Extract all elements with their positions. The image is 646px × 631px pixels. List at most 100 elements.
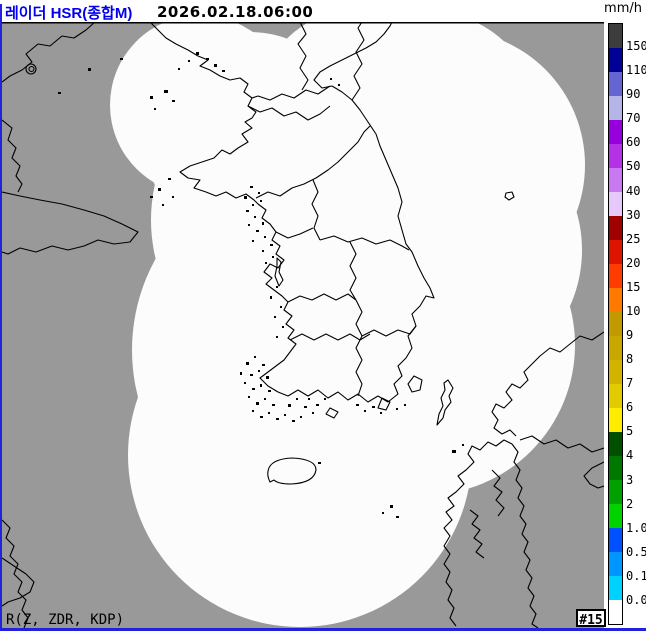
island-speck <box>462 444 464 446</box>
island-speck <box>288 404 291 407</box>
island-speck <box>390 505 393 508</box>
island-speck <box>252 240 254 242</box>
island-speck <box>268 390 271 392</box>
island-speck <box>246 362 249 365</box>
island-speck <box>280 306 282 308</box>
island-speck <box>372 406 375 408</box>
island-speck <box>338 84 340 86</box>
legend-label-6: 6 <box>626 400 634 415</box>
legend-segment-13 <box>609 336 622 360</box>
shikoku-coast <box>583 461 604 489</box>
legend-label-110: 110 <box>626 63 646 78</box>
seto-coast <box>519 435 604 453</box>
island-speck <box>356 404 359 406</box>
province-line-1 <box>311 179 321 241</box>
legend-segment-7 <box>609 192 622 216</box>
legend-segment-5 <box>609 144 622 168</box>
island-speck <box>250 186 253 188</box>
island-speck <box>276 336 278 338</box>
legend-segment-23 <box>609 576 622 600</box>
island-speck <box>268 412 270 414</box>
legend-label-9: 9 <box>626 328 634 343</box>
island-speck <box>308 398 310 400</box>
island-speck <box>258 192 260 194</box>
timestamp: 2026.02.18.06:00 <box>157 3 314 21</box>
island-speck <box>222 70 225 72</box>
island-speck <box>150 196 153 198</box>
ulleungdo-island <box>504 191 515 201</box>
frame-border-left <box>0 4 2 631</box>
island-speck <box>396 408 398 410</box>
island-speck <box>364 410 366 412</box>
island-speck <box>250 374 253 376</box>
frame-border-bottom <box>0 628 646 631</box>
island-speck <box>168 178 171 180</box>
island-speck <box>396 516 399 518</box>
jeju-island <box>267 457 317 485</box>
island-speck <box>404 404 406 406</box>
legend-label-3: 3 <box>626 472 634 487</box>
island-speck <box>252 388 255 390</box>
legend-label-4: 4 <box>626 448 634 463</box>
island-speck <box>260 200 262 202</box>
kyushu-west-coast <box>443 439 513 627</box>
legend-segment-11 <box>609 288 622 312</box>
island-speck <box>252 204 254 206</box>
unit-label: mm/h <box>604 1 642 16</box>
island-speck <box>264 236 266 238</box>
legend-segment-3 <box>609 96 622 120</box>
rain-rate-legend-bar <box>608 23 623 625</box>
legend-segment-2 <box>609 72 622 96</box>
province-line-8 <box>361 325 417 337</box>
legend-segment-10 <box>609 264 622 288</box>
island-speck <box>276 286 278 288</box>
page-title: 레이더 HSR(종합M) <box>5 5 133 22</box>
legend-label-40: 40 <box>626 183 641 198</box>
product-code-label: R(Z, ZDR, KDP) <box>6 612 125 628</box>
island-speck <box>265 262 267 264</box>
legend-segment-24 <box>609 600 622 624</box>
island-speck <box>262 364 265 366</box>
nk-line-1 <box>251 85 331 101</box>
legend-segment-4 <box>609 120 622 144</box>
island-speck <box>256 230 259 232</box>
island-speck <box>254 216 256 218</box>
province-line-4 <box>349 241 357 301</box>
province-line-5 <box>287 293 357 303</box>
legend-segment-1 <box>609 48 622 72</box>
island-speck <box>272 256 274 258</box>
island-speck <box>178 68 180 70</box>
legend-segment-15 <box>609 384 622 408</box>
legend-segment-18 <box>609 456 622 480</box>
frame-number-label: #15 <box>579 613 603 628</box>
island-speck <box>270 296 272 299</box>
island-speck <box>240 372 242 375</box>
anmyeondo-island <box>274 257 284 287</box>
island-speck <box>244 382 246 384</box>
kyushu-bay-2 <box>491 469 505 517</box>
island-speck <box>260 416 263 418</box>
china-east-coast-1 <box>2 519 29 628</box>
tsushima-island <box>436 379 454 426</box>
legend-label-0.5: 0.5 <box>626 544 646 559</box>
island-speck <box>254 356 256 358</box>
island-speck <box>270 244 273 246</box>
island-speck <box>262 250 264 252</box>
island-speck <box>252 410 254 412</box>
island-speck <box>248 224 250 226</box>
geoje-island <box>407 375 423 393</box>
honshu-coast <box>491 331 604 437</box>
island-speck <box>172 100 175 102</box>
legend-segment-12 <box>609 312 622 336</box>
island-speck <box>158 188 161 191</box>
legend-segment-14 <box>609 360 622 384</box>
korea-coastline <box>149 22 435 403</box>
island-speck <box>256 402 259 405</box>
legend-segment-9 <box>609 240 622 264</box>
island-speck <box>274 316 276 318</box>
dmz-line <box>255 125 371 199</box>
island-speck <box>196 52 199 55</box>
island-speck <box>300 416 302 418</box>
legend-label-8: 8 <box>626 352 634 367</box>
